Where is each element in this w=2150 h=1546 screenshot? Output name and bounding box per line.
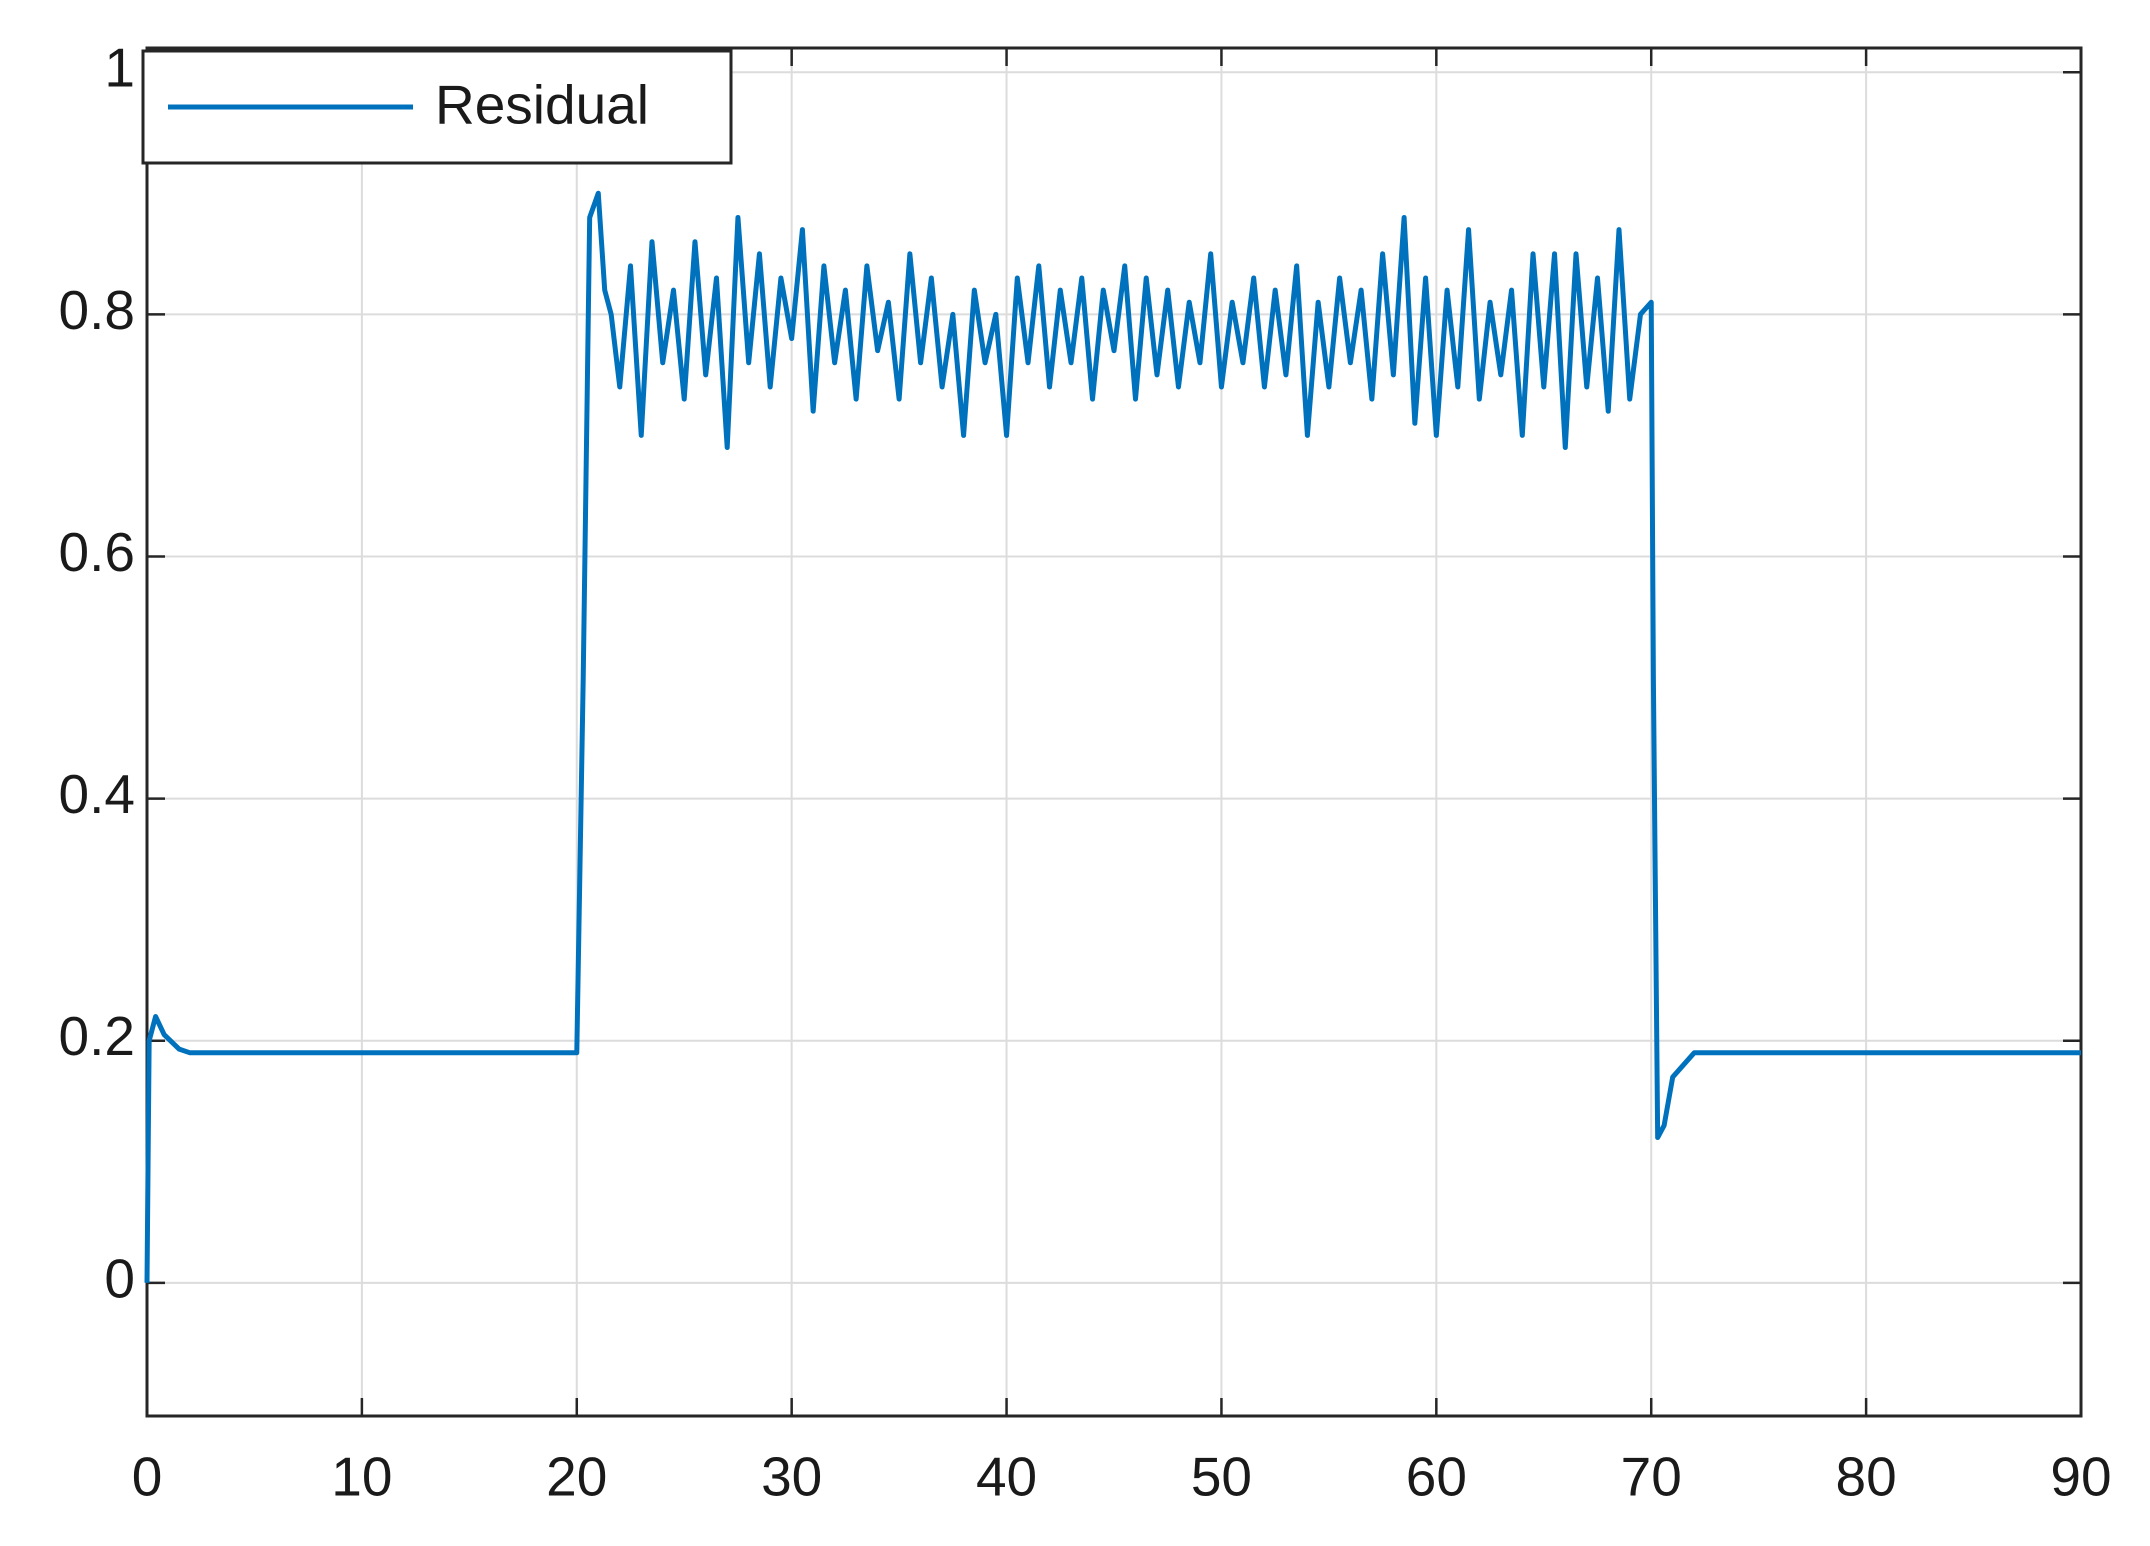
y-tick-label: 0.4 bbox=[59, 763, 135, 825]
x-tick-label: 20 bbox=[546, 1446, 607, 1508]
x-tick-label: 40 bbox=[976, 1446, 1037, 1508]
y-tick-label: 0 bbox=[104, 1247, 135, 1309]
axes-box bbox=[145, 46, 2083, 1418]
y-tick-label: 1 bbox=[104, 37, 135, 99]
y-tick-label: 0.6 bbox=[59, 521, 135, 583]
x-tick-label: 80 bbox=[1836, 1446, 1897, 1508]
y-tick-label: 0.8 bbox=[59, 279, 135, 341]
data-line bbox=[144, 190, 2081, 1283]
x-tick-label: 0 bbox=[132, 1446, 163, 1508]
plot-area bbox=[147, 48, 2081, 1416]
x-tick-label: 70 bbox=[1621, 1446, 1682, 1508]
y-tick-label: 0.2 bbox=[59, 1005, 135, 1067]
x-tick-label: 90 bbox=[2050, 1446, 2111, 1508]
x-tick-label: 60 bbox=[1406, 1446, 1467, 1508]
x-tick-label: 50 bbox=[1191, 1446, 1252, 1508]
x-tick-label: 10 bbox=[331, 1446, 392, 1508]
x-tick-label: 30 bbox=[761, 1446, 822, 1508]
legend-label: Residual bbox=[435, 74, 649, 136]
